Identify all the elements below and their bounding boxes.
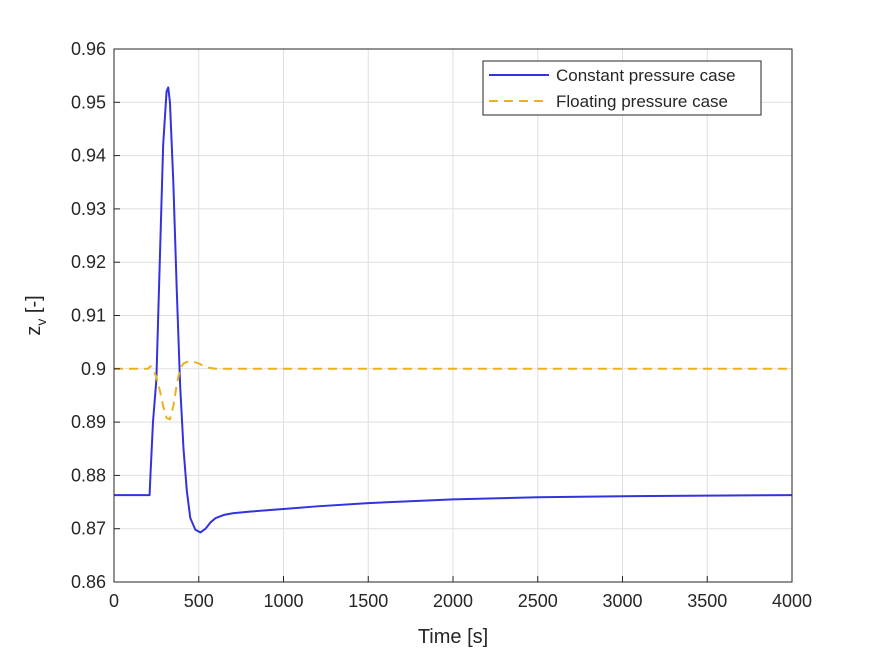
series-layer <box>114 86 793 534</box>
x-tick-label: 3000 <box>602 591 642 611</box>
y-tick-label: 0.94 <box>71 146 106 166</box>
y-tick-label: 0.89 <box>71 412 106 432</box>
legend-label: Constant pressure case <box>556 66 736 85</box>
y-tick-label: 0.9 <box>81 359 106 379</box>
y-tick-label: 0.96 <box>71 39 106 59</box>
x-axis-label: Time [s] <box>418 626 488 648</box>
x-tick-label: 0 <box>109 591 119 611</box>
x-tick-label: 4000 <box>772 591 812 611</box>
legend-label: Floating pressure case <box>556 92 728 111</box>
y-tick-label: 0.95 <box>71 92 106 112</box>
x-tick-label: 2500 <box>518 591 558 611</box>
y-tick-label: 0.86 <box>71 572 106 592</box>
series-line-floating-pressure <box>114 360 792 421</box>
ticks <box>113 48 793 583</box>
legend: Constant pressure case Floating pressure … <box>482 60 762 116</box>
tick-labels: 0 500 1000 1500 2000 2500 3000 3500 4000 0.86 0.87… <box>71 39 812 611</box>
y-tick-label: 0.91 <box>71 306 106 326</box>
legend-box <box>482 60 762 116</box>
y-axis-label-subscript: v <box>33 319 49 326</box>
y-tick-label: 0.92 <box>71 252 106 272</box>
x-tick-label: 2000 <box>433 591 473 611</box>
y-tick-label: 0.88 <box>71 465 106 485</box>
y-axis-label-suffix: [-] <box>23 295 45 318</box>
y-tick-label: 0.93 <box>71 199 106 219</box>
x-tick-label: 1000 <box>263 591 303 611</box>
y-axis-label: zv [-] <box>23 295 49 335</box>
x-tick-label: 1500 <box>348 591 388 611</box>
series-line-constant-pressure <box>114 86 793 534</box>
y-tick-label: 0.87 <box>71 519 106 539</box>
y-axis-label-main: z <box>23 326 45 336</box>
x-tick-label: 3500 <box>687 591 727 611</box>
x-tick-label: 500 <box>184 591 214 611</box>
